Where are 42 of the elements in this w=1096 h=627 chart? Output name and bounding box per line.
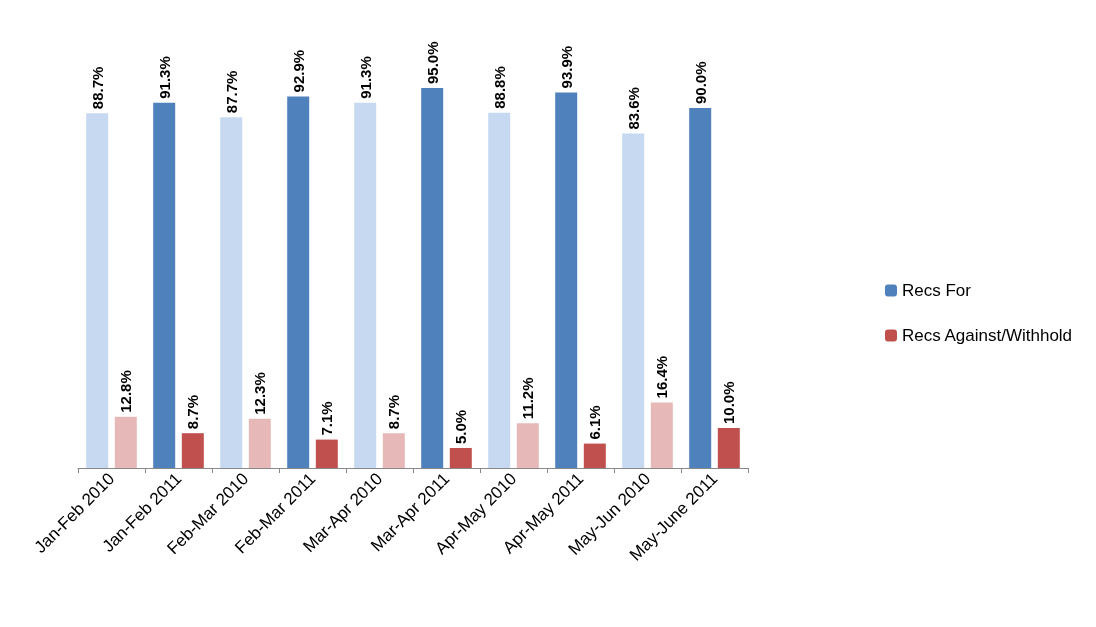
data-label: 91.3% bbox=[356, 56, 374, 99]
legend-label: Recs Against/Withhold bbox=[901, 326, 1073, 345]
data-label: 93.9% bbox=[557, 45, 575, 89]
data-label: 92.9% bbox=[289, 49, 307, 93]
bar bbox=[382, 433, 405, 468]
bar bbox=[86, 113, 109, 468]
bar bbox=[114, 416, 137, 468]
bar bbox=[622, 133, 645, 468]
bar bbox=[153, 102, 176, 468]
data-label: 90.0% bbox=[691, 61, 709, 104]
data-label: 88.7% bbox=[88, 66, 106, 110]
bar bbox=[248, 418, 271, 468]
bar bbox=[516, 423, 539, 468]
data-label: 16.4% bbox=[653, 355, 671, 399]
data-label: 8.7% bbox=[184, 395, 202, 430]
data-label: 91.3% bbox=[155, 56, 173, 99]
data-label: 10.0% bbox=[720, 381, 738, 424]
data-label: 12.3% bbox=[251, 372, 269, 415]
bar bbox=[354, 102, 377, 468]
data-label: 8.7% bbox=[385, 395, 403, 430]
bar bbox=[287, 96, 310, 468]
bar bbox=[449, 448, 472, 468]
legend-label: Recs For bbox=[901, 281, 972, 300]
bar bbox=[689, 108, 712, 468]
data-label: 5.0% bbox=[452, 409, 470, 444]
data-label: 87.7% bbox=[222, 70, 240, 114]
bar bbox=[220, 117, 243, 468]
data-label: 7.1% bbox=[318, 401, 336, 436]
data-label: 12.8% bbox=[117, 370, 135, 413]
bar bbox=[181, 433, 204, 468]
data-label: 11.2% bbox=[519, 377, 537, 420]
bar bbox=[717, 428, 740, 468]
bar bbox=[650, 402, 673, 468]
data-label: 88.8% bbox=[490, 66, 508, 109]
bar bbox=[488, 112, 511, 468]
data-label: 95.0% bbox=[423, 41, 441, 84]
data-label: 6.1% bbox=[586, 405, 604, 440]
data-label: 83.6% bbox=[624, 87, 642, 130]
bar bbox=[421, 88, 444, 468]
bar bbox=[555, 92, 578, 468]
bar bbox=[583, 443, 606, 468]
bar bbox=[315, 439, 338, 468]
